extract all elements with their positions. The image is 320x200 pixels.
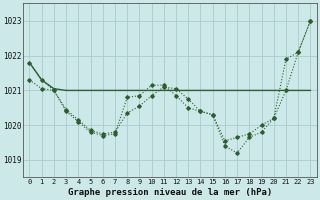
X-axis label: Graphe pression niveau de la mer (hPa): Graphe pression niveau de la mer (hPa) xyxy=(68,188,272,197)
